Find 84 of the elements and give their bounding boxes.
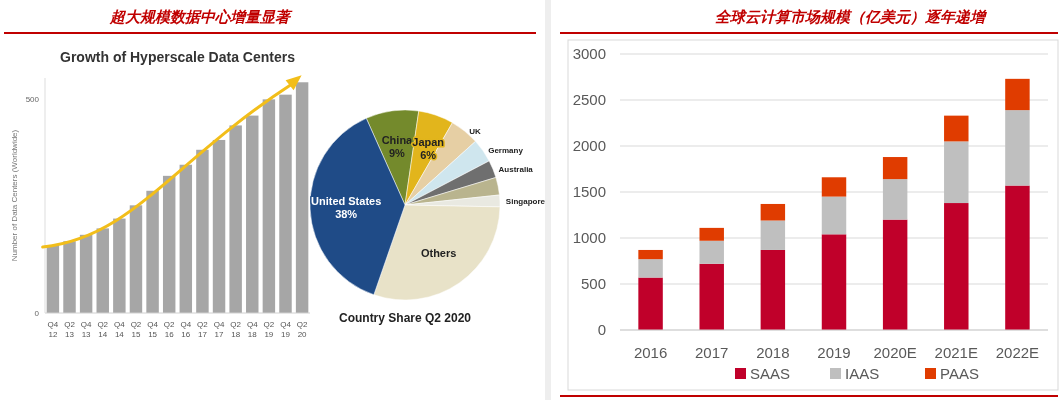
bar	[63, 241, 76, 313]
bar	[821, 234, 847, 330]
slice-label: Others	[420, 247, 457, 260]
x-tick-label: Q2 18	[230, 320, 242, 339]
bar	[760, 220, 786, 250]
x-tick-label: Q4 12	[47, 320, 59, 339]
bar	[162, 175, 176, 313]
chart-title: 超大规模数据中心增量显著	[109, 8, 293, 26]
bar	[944, 203, 969, 330]
y-tick-label: 0	[34, 308, 40, 318]
bar	[46, 245, 60, 313]
x-tick-label: Q4 18	[246, 320, 259, 339]
legend-label: PAAS	[940, 365, 979, 383]
x-tick-label: 2018	[756, 344, 790, 361]
x-tick-label: Q4 15	[147, 320, 159, 339]
chart-subtitle: Growth of Hyperscale Data Centers	[60, 49, 296, 65]
slice-label: Singapore	[505, 196, 546, 206]
bar	[1005, 185, 1030, 330]
bar	[882, 179, 908, 220]
bar	[212, 139, 226, 313]
slice-label: Australia	[498, 164, 534, 174]
x-tick-label: 2021E	[934, 344, 978, 361]
x-tick-label: Q4 17	[213, 320, 225, 339]
x-tick-label: 2022E	[995, 344, 1040, 361]
bar	[638, 277, 663, 330]
bar	[882, 157, 908, 180]
bar	[279, 94, 292, 313]
data-label: 38%	[335, 207, 358, 220]
legend-label: SAAS	[750, 365, 791, 383]
data-label: 9%	[388, 147, 406, 160]
bar	[760, 203, 786, 221]
y-axis-title: Number of Data Centers (Worldwide)	[10, 129, 19, 262]
x-tick-label: Q2 15	[130, 320, 142, 339]
x-tick-label: 2016	[633, 344, 668, 361]
bar	[179, 164, 193, 313]
y-tick-label: 0	[597, 321, 606, 339]
y-tick-label: 500	[25, 95, 40, 105]
x-tick-label: Q2 20	[296, 320, 308, 339]
x-tick-label: Q4 13	[80, 320, 93, 339]
bar	[1005, 110, 1030, 186]
x-tick-label: Q2 17	[197, 320, 209, 339]
y-tick-label: 1500	[572, 183, 606, 201]
x-tick-label: 2019	[817, 344, 851, 361]
slice-label: Germany	[488, 146, 524, 156]
x-tick-label: Q4 19	[280, 320, 292, 339]
bar	[262, 99, 276, 313]
y-tick-label: 500	[580, 275, 606, 293]
bar	[944, 115, 969, 142]
y-tick-label: 2000	[572, 137, 606, 155]
bar	[821, 196, 847, 235]
text: Country Share Q2 2020	[338, 311, 472, 325]
bar	[699, 227, 724, 241]
bar	[882, 219, 908, 330]
bar	[699, 240, 724, 264]
x-tick-label: Q4 14	[114, 320, 126, 339]
bar	[638, 249, 663, 260]
y-tick-label: 2500	[572, 91, 606, 109]
chart-title: 全球云计算市场规模（亿美元）逐年递增	[715, 8, 988, 26]
y-tick-label: 1000	[572, 229, 606, 247]
bar	[79, 234, 93, 313]
slice-label: United States	[311, 195, 382, 208]
x-tick-label: Q4 16	[180, 320, 192, 339]
bar	[699, 263, 724, 330]
bar	[96, 228, 109, 313]
bar	[129, 205, 143, 313]
bar	[760, 249, 786, 330]
bar	[821, 177, 847, 197]
bar	[638, 259, 663, 278]
bar	[1005, 78, 1030, 111]
x-tick-label: Q2 19	[263, 320, 275, 339]
x-tick-label: 2020E	[873, 344, 917, 361]
bar	[229, 125, 242, 313]
x-tick-label: Q2 14	[97, 320, 109, 339]
slice-label: UK	[469, 126, 481, 136]
x-tick-label: Q2 13	[64, 320, 76, 339]
bar	[196, 149, 209, 313]
legend-label: IAAS	[845, 365, 880, 383]
bar	[246, 115, 259, 313]
y-tick-label: 3000	[572, 45, 606, 63]
bar	[146, 190, 159, 313]
bar	[113, 218, 126, 313]
x-tick-label: Q2 16	[163, 320, 176, 339]
x-tick-label: 2017	[695, 344, 729, 361]
bar	[944, 141, 969, 204]
